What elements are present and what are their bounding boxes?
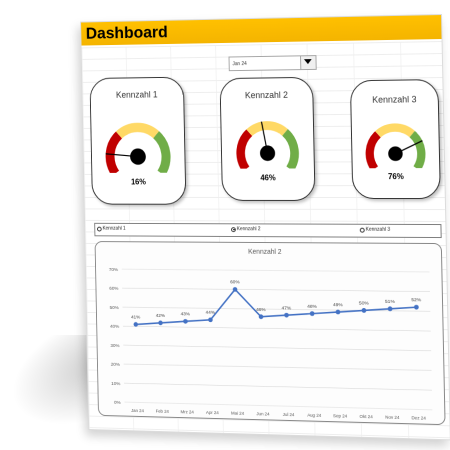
gauge-band (119, 127, 156, 135)
gauge-2 (226, 113, 309, 168)
x-tick-label: Mai 24 (231, 411, 245, 416)
metric-selector: Kennzahl 1 Kennzahl 2 Kennzahl 3 (94, 223, 441, 238)
gauge-card-3: Kennzahl 3 76% (350, 79, 441, 199)
gauge-value: 16% (92, 178, 185, 187)
gauge-band (369, 134, 378, 168)
gauge-hub (130, 148, 146, 164)
gridline (122, 288, 430, 292)
x-tick-label: Okt 24 (359, 414, 373, 419)
gauge-value: 46% (222, 173, 314, 182)
data-label: 60% (230, 280, 240, 286)
gauge-card-1: Kennzahl 1 16% (89, 77, 186, 205)
page-title: Dashboard (86, 23, 168, 44)
data-point (414, 305, 419, 310)
y-tick-label: 0% (114, 400, 121, 406)
option-label: Kennzahl 2 (237, 226, 261, 232)
radio-button[interactable] (231, 227, 236, 232)
x-tick-label: Jul 24 (283, 412, 295, 417)
data-point (362, 308, 367, 313)
data-point (284, 313, 289, 318)
gauge-band (156, 135, 166, 173)
period-dropdown[interactable]: Jan 24 (229, 55, 317, 71)
x-tick-label: Apr 24 (206, 410, 219, 415)
series-line (135, 288, 417, 329)
data-point (310, 311, 315, 316)
dashboard-sheet: Dashboard Jan 24 Kennzahl 1 16% Kennzahl… (80, 14, 450, 440)
x-tick-label: Aug 24 (307, 412, 322, 417)
gauge-title: Kennzahl 1 (91, 89, 184, 100)
y-tick-label: 40% (110, 324, 120, 330)
x-tick-label: Sep 24 (333, 413, 348, 418)
data-point (183, 319, 188, 324)
y-tick-label: 20% (111, 362, 121, 368)
gridline (124, 364, 432, 370)
period-dropdown-value: Jan 24 (232, 61, 246, 67)
option-label: Kennzahl 3 (366, 227, 391, 233)
x-tick-label: Jan 24 (131, 408, 144, 413)
x-tick-label: Dez 24 (411, 415, 426, 421)
data-point (158, 321, 163, 326)
gauge-band (249, 125, 285, 132)
option-kennzahl-2[interactable]: Kennzahl 2 (231, 226, 261, 232)
x-tick-label: Nov 24 (385, 415, 400, 420)
gauge-band (240, 133, 250, 169)
gauge-title: Kennzahl 3 (351, 94, 438, 105)
data-label: 49% (333, 302, 343, 308)
data-label: 52% (411, 297, 422, 303)
x-tick-label: Mrz 24 (181, 409, 195, 414)
option-kennzahl-1[interactable]: Kennzahl 1 (97, 226, 126, 232)
y-tick-label: 30% (110, 343, 120, 349)
gridline (123, 326, 431, 331)
data-label: 48% (307, 304, 317, 310)
gauge-title: Kennzahl 2 (221, 90, 313, 101)
gauge-band (285, 132, 295, 168)
data-label: 47% (282, 305, 292, 311)
y-tick-label: 50% (110, 305, 120, 311)
gauge-band (378, 127, 412, 134)
y-tick-label: 10% (111, 381, 121, 387)
gauge-1 (96, 115, 180, 173)
line-chart-plot: 0% 10% 20% 30% 40% 50% 60% 70% Jan 24 Feb 24 Mrz 2… (95, 242, 444, 424)
data-label: 44% (206, 310, 216, 316)
option-kennzahl-3[interactable]: Kennzahl 3 (360, 227, 390, 233)
data-point (259, 314, 264, 319)
gauge-band (412, 134, 421, 168)
dropdown-button[interactable] (300, 56, 316, 69)
data-label: 43% (181, 312, 191, 318)
line-chart: Kennzahl 2 0% 10% 20% 30% 40% 50% 60% 70% Jan 24… (95, 241, 446, 425)
chevron-down-icon (304, 59, 312, 65)
title-bar: Dashboard (81, 15, 441, 46)
option-label: Kennzahl 1 (103, 226, 126, 232)
data-label: 46% (256, 307, 266, 313)
x-tick-label: Feb 24 (156, 409, 170, 414)
gauge-hub (260, 145, 275, 161)
y-tick-label: 60% (109, 286, 119, 292)
gridline (124, 383, 432, 390)
gridline (124, 402, 432, 410)
radio-button[interactable] (97, 226, 102, 231)
gauge-value: 76% (353, 172, 440, 181)
y-tick-label: 70% (109, 267, 119, 273)
gauge-hub (388, 146, 403, 161)
data-label: 50% (359, 300, 370, 306)
gauge-card-2: Kennzahl 2 46% (220, 77, 316, 201)
data-label: 51% (385, 299, 396, 305)
gauge-3 (356, 116, 436, 168)
gridline (122, 269, 430, 272)
data-label: 41% (131, 315, 141, 321)
radio-button[interactable] (360, 227, 365, 232)
x-tick-label: Jun 24 (256, 411, 270, 416)
gridline (123, 345, 431, 351)
data-label: 42% (156, 313, 166, 319)
